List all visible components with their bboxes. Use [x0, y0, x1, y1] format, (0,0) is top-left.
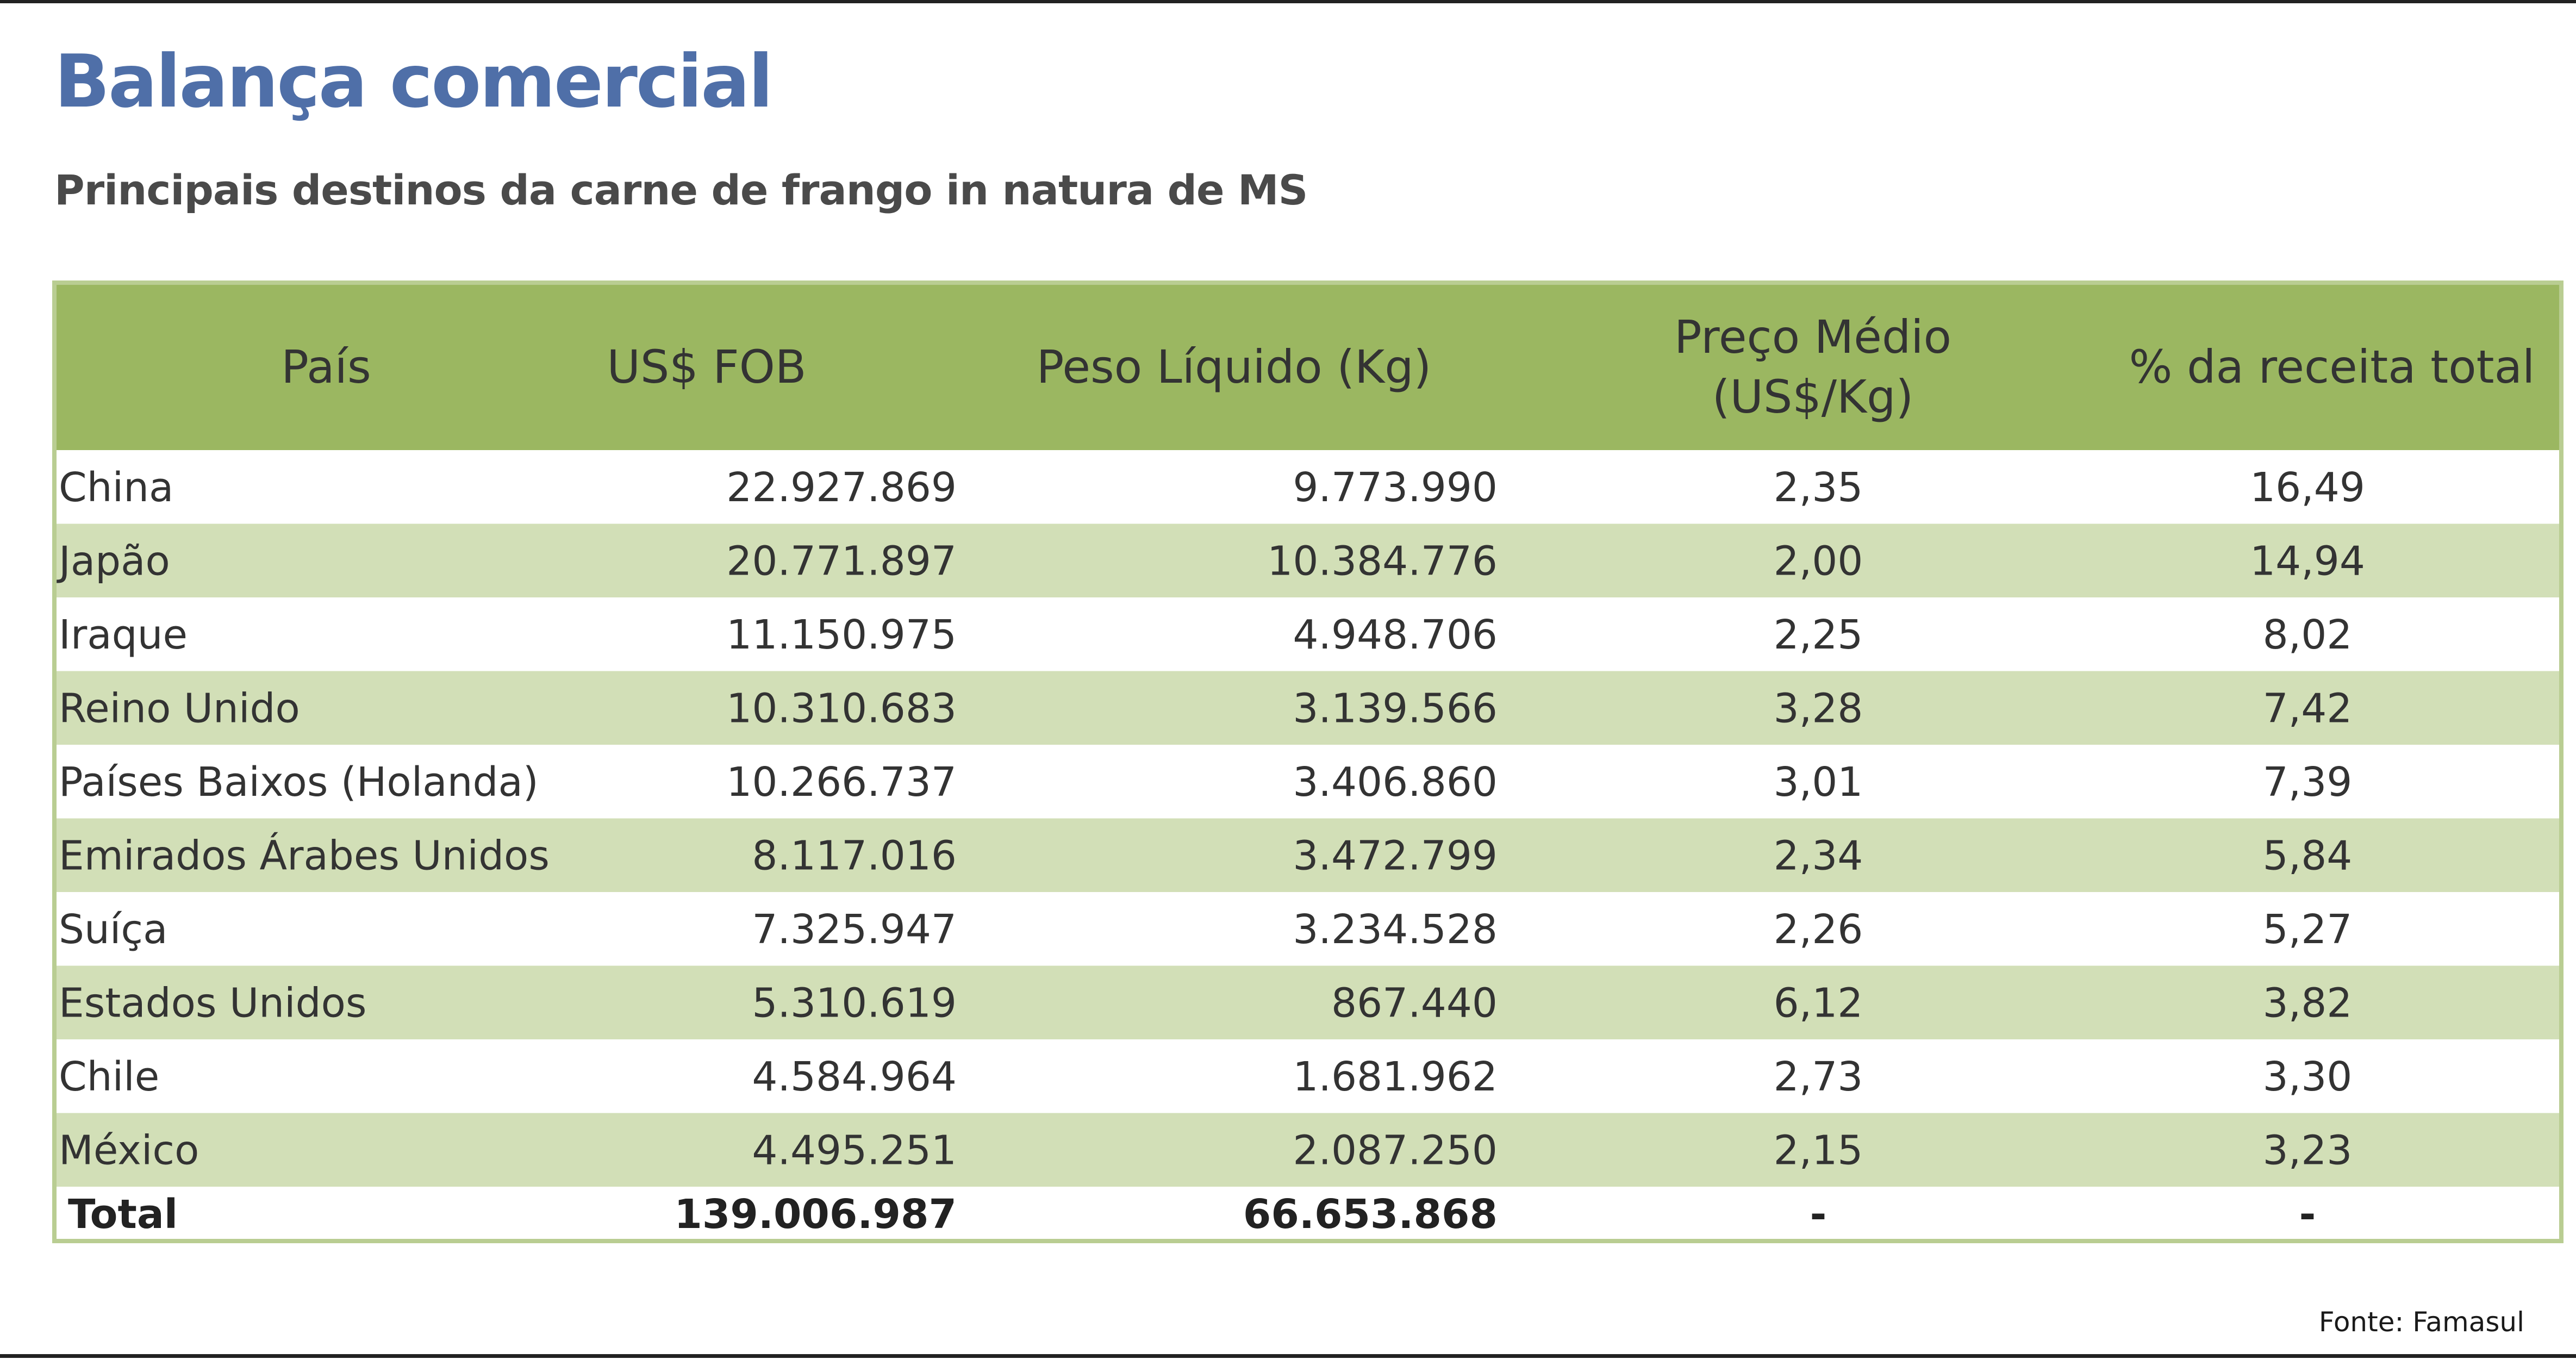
table-cell: 10.266.737	[726, 759, 957, 806]
column-header: Peso Líquido (Kg)	[1037, 340, 1432, 394]
table-cell: 3.472.799	[1293, 832, 1498, 879]
table-cell: 3,82	[2263, 980, 2353, 1026]
row-label: Estados Unidos	[59, 980, 366, 1026]
table-cell: 11.150.975	[726, 612, 957, 658]
table-cell: 5,27	[2263, 906, 2353, 953]
column-header-line: Preço Médio	[1674, 310, 1951, 364]
table-cell: 10.384.776	[1267, 538, 1498, 584]
table-row-bg	[54, 450, 2561, 524]
table-cell: 4.584.964	[752, 1053, 957, 1100]
table-row-bg	[54, 597, 2561, 671]
top-rule	[0, 0, 2576, 3]
table-cell: 7.325.947	[752, 906, 957, 953]
table-cell: 14,94	[2250, 538, 2365, 584]
table-cell: 16,49	[2250, 464, 2365, 511]
table-cell: 6,12	[1774, 980, 1863, 1026]
column-header-line: País	[281, 340, 371, 394]
table-cell: 2,35	[1774, 464, 1863, 511]
table-row-bg	[54, 671, 2561, 745]
table-cell: 22.927.869	[726, 464, 957, 511]
column-header-line: Peso Líquido (Kg)	[1037, 340, 1432, 394]
page-title: Balança comercial	[54, 39, 774, 124]
table-cell: 4.495.251	[752, 1127, 957, 1174]
table-cell: 2,26	[1774, 906, 1863, 953]
table-cell: 3,30	[2263, 1053, 2353, 1100]
table-cell: 3,28	[1774, 685, 1863, 732]
column-header: US$ FOB	[607, 340, 806, 394]
table-cell: 3,23	[2263, 1127, 2353, 1174]
source-credit: Fonte: Famasul	[2318, 1306, 2524, 1338]
total-cell: 139.006.987	[674, 1191, 957, 1238]
table-cell: 20.771.897	[726, 538, 957, 584]
table-cell: 1.681.962	[1293, 1053, 1498, 1100]
total-cell: 66.653.868	[1243, 1191, 1498, 1238]
column-header-line: US$ FOB	[607, 340, 806, 394]
column-header: País	[281, 340, 371, 394]
table-cell: 4.948.706	[1293, 612, 1498, 658]
table-cell: 8,02	[2263, 612, 2353, 658]
row-label: Japão	[57, 538, 170, 584]
page-subtitle: Principais destinos da carne de frango i…	[54, 166, 1308, 214]
total-cell: -	[1810, 1191, 1827, 1238]
table-row-bg	[54, 1039, 2561, 1113]
table-cell: 2,25	[1774, 612, 1863, 658]
table-cell: 7,39	[2263, 759, 2353, 806]
total-label: Total	[68, 1191, 178, 1238]
table-header-bg	[54, 283, 2561, 450]
table-cell: 2,73	[1774, 1053, 1863, 1100]
table-cell: 3.234.528	[1293, 906, 1498, 953]
table-cell: 3,01	[1774, 759, 1863, 806]
table-cell: 867.440	[1331, 980, 1498, 1026]
table-row-bg	[54, 1113, 2561, 1187]
bottom-rule	[0, 1354, 2576, 1358]
table-cell: 9.773.990	[1293, 464, 1498, 511]
table-total-bg	[54, 1187, 2561, 1241]
column-header: % da receita total	[2129, 340, 2535, 394]
table-cell: 2,00	[1774, 538, 1863, 584]
row-label: Países Baixos (Holanda)	[59, 759, 539, 806]
table-cell: 5.310.619	[752, 980, 957, 1026]
row-label: Emirados Árabes Unidos	[59, 831, 550, 879]
row-label: Iraque	[59, 612, 188, 658]
column-header-line: (US$/Kg)	[1712, 370, 1914, 423]
table-border	[52, 280, 2563, 1243]
total-cell: -	[2299, 1191, 2316, 1238]
row-label: Chile	[59, 1053, 159, 1100]
table-row-bg	[54, 965, 2561, 1039]
table-cell: 8.117.016	[752, 832, 957, 879]
table-row-bg	[54, 892, 2561, 966]
table-row-bg	[54, 818, 2561, 892]
table-cell: 2,34	[1774, 832, 1863, 879]
table-cell: 3.406.860	[1293, 759, 1498, 806]
column-header-line: % da receita total	[2129, 340, 2535, 394]
table-cell: 3.139.566	[1293, 685, 1498, 732]
row-label: Reino Unido	[59, 685, 300, 732]
table-row-bg	[54, 745, 2561, 819]
table-cell: 10.310.683	[726, 685, 957, 732]
table-row-bg	[54, 523, 2561, 597]
row-label: México	[59, 1127, 199, 1174]
row-label: China	[59, 464, 173, 511]
row-label: Suíça	[59, 906, 167, 953]
table-cell: 2,15	[1774, 1127, 1863, 1174]
table-cell: 2.087.250	[1293, 1127, 1498, 1174]
table-cell: 7,42	[2263, 685, 2353, 732]
column-header: Preço Médio (US$/Kg)	[1674, 310, 1951, 423]
table-cell: 5,84	[2263, 832, 2353, 879]
